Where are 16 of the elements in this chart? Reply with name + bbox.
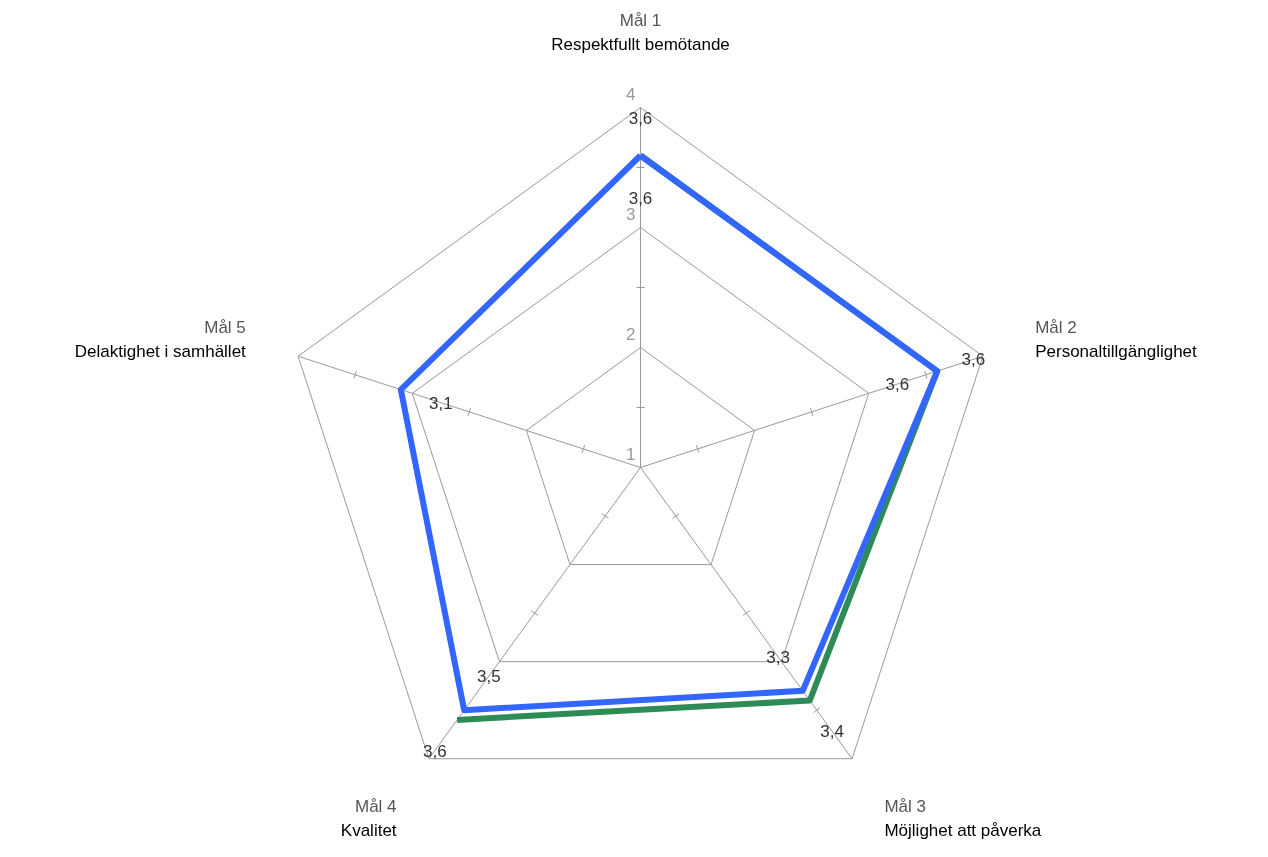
data-label: 3,6	[628, 108, 653, 128]
data-label: 3,5	[477, 667, 501, 687]
data-label: 3,4	[820, 722, 844, 742]
spoke-label: Mål 3 Möjlighet att påverka	[884, 796, 1042, 840]
y-tick-label: 1	[626, 444, 636, 464]
spoke-label: Mål 1 Respektfullt bemötande	[551, 11, 730, 54]
data-label: 3,3	[766, 647, 790, 667]
y-tick-label: 2	[626, 324, 636, 344]
y-tick-label: 4	[626, 84, 636, 104]
data-label: 3,6	[961, 350, 986, 370]
data-label: 3,1	[428, 393, 453, 413]
spoke-label: Mål 4 Kvalitet	[340, 796, 397, 840]
data-label: 3,6	[885, 375, 910, 395]
spoke-label: Mål 2 Personaltillgänglighet	[1035, 317, 1198, 361]
data-label: 3,6	[422, 741, 447, 761]
spoke-label: Mål 5 Delaktighet i samhället	[74, 317, 247, 361]
